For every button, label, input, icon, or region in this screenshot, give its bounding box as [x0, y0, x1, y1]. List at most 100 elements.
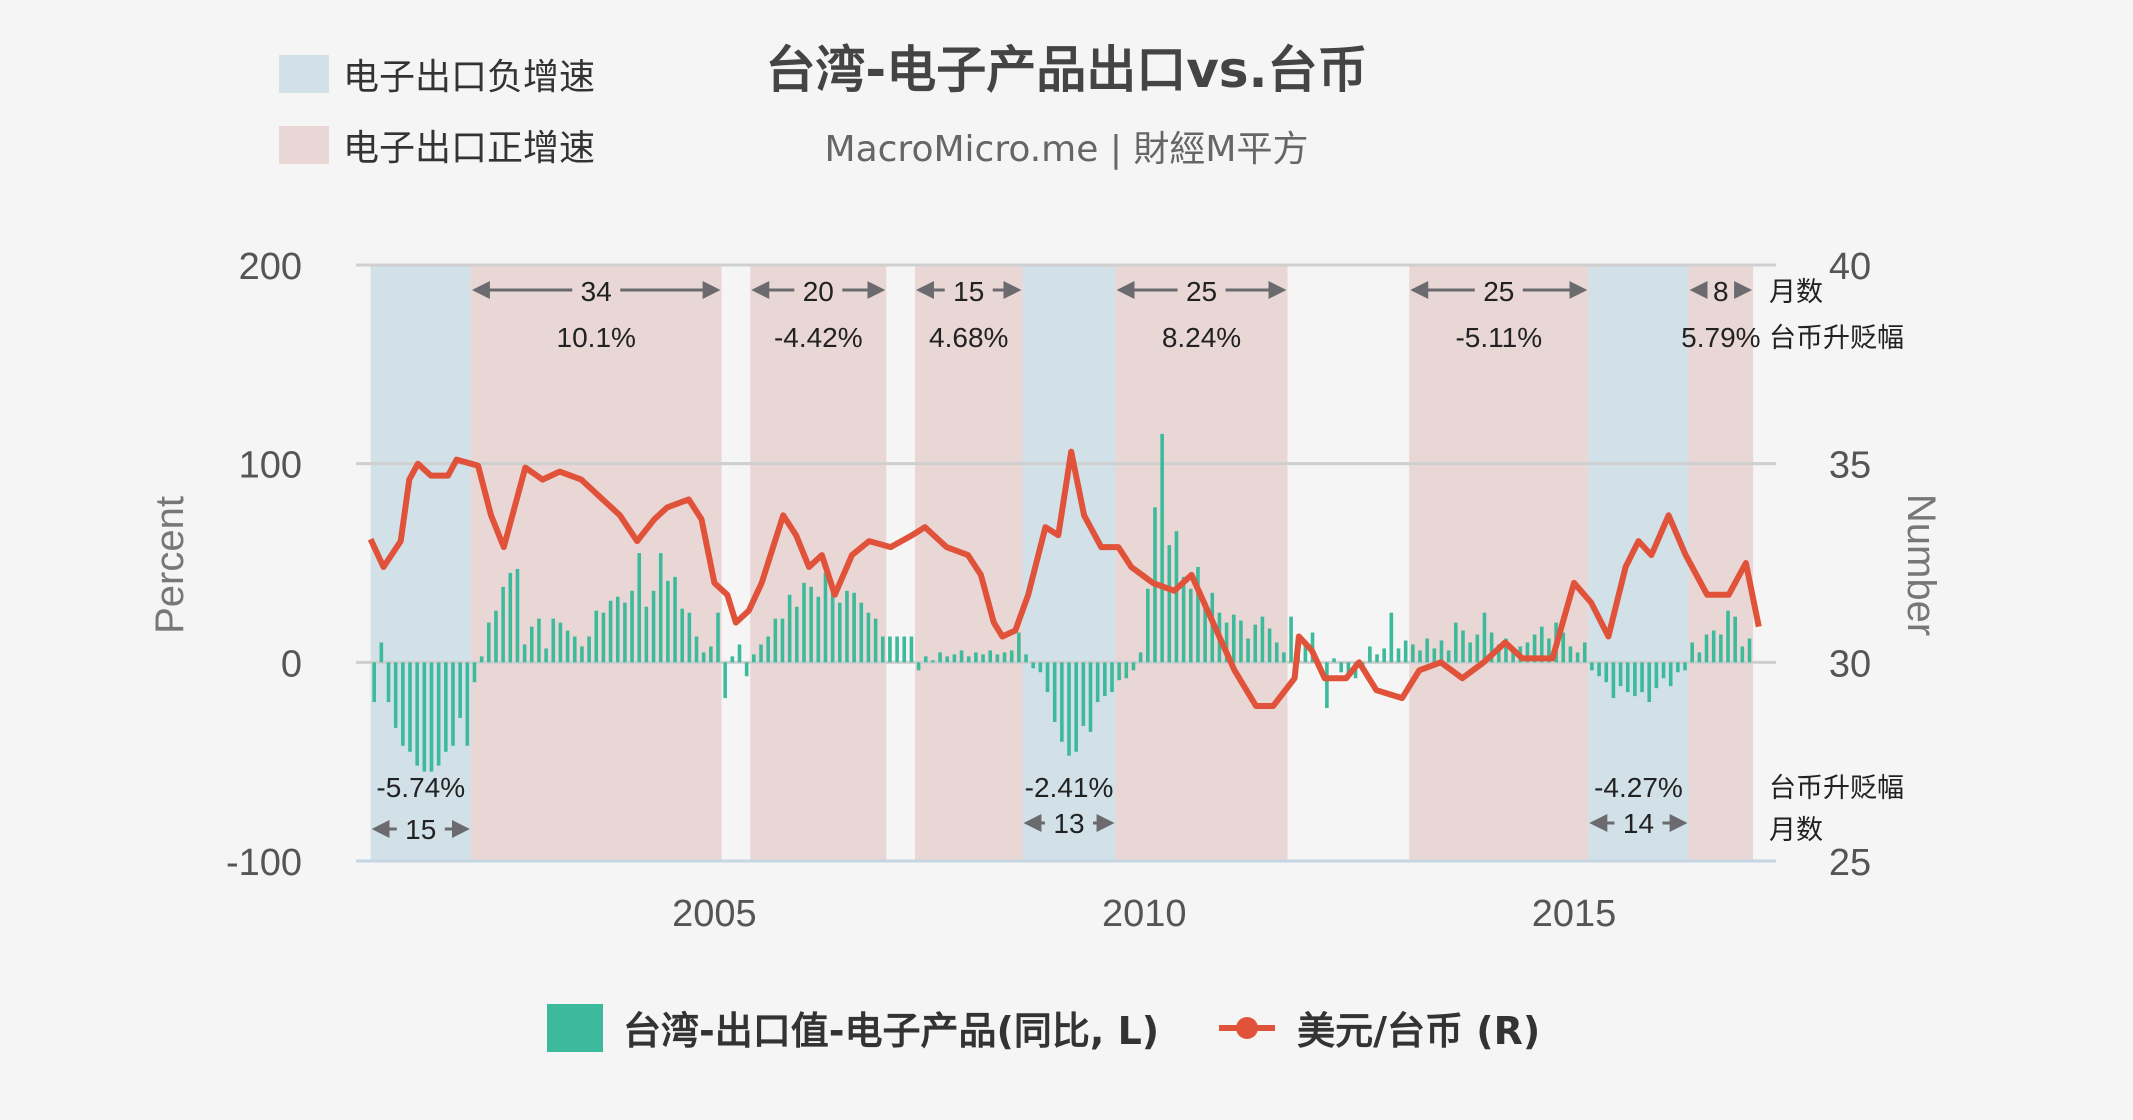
- bar: [709, 646, 713, 663]
- bar: [1697, 652, 1702, 663]
- bar: [766, 636, 770, 663]
- bar: [1110, 662, 1114, 693]
- bar: [644, 606, 649, 663]
- bar: [1611, 662, 1616, 699]
- bar: [1332, 658, 1336, 663]
- bar: [1160, 433, 1164, 663]
- bar: [458, 662, 462, 718]
- bar: [1454, 622, 1458, 663]
- bar: [1174, 531, 1179, 663]
- bar: [1138, 652, 1143, 663]
- bar: [845, 590, 849, 663]
- bar: [1683, 662, 1687, 671]
- bar: [1747, 638, 1752, 663]
- period-twd-change: 5.79%: [1681, 322, 1760, 353]
- bar: [1002, 652, 1007, 663]
- left-axis-title: Percent: [148, 496, 192, 634]
- bar: [1661, 662, 1666, 679]
- annotation-twd-change-label: 台币升贬幅: [1769, 773, 1904, 803]
- shaded-period-negative: [1588, 265, 1689, 861]
- bar: [1411, 644, 1415, 663]
- shaded-period-positive: [1688, 265, 1754, 861]
- bar: [1231, 614, 1236, 663]
- bar: [816, 596, 821, 663]
- bar: [966, 656, 971, 663]
- legend-label-positive: 电子出口正增速: [343, 128, 596, 169]
- bar: [630, 590, 634, 663]
- bar: [1711, 630, 1716, 663]
- bar: [1640, 662, 1644, 693]
- period-twd-change: 8.24%: [1162, 322, 1241, 353]
- bar: [529, 626, 534, 663]
- bar: [1561, 632, 1566, 663]
- legend-swatch-positive: [279, 126, 329, 164]
- bar: [1582, 642, 1587, 663]
- chart-subtitle: MacroMicro.me | 財經M平方: [824, 129, 1309, 170]
- bar: [1719, 634, 1723, 663]
- bar: [1482, 612, 1487, 663]
- period-twd-change: -4.27%: [1594, 772, 1683, 803]
- bar: [558, 622, 563, 663]
- bar: [1038, 662, 1043, 673]
- shaded-period-positive: [915, 265, 1023, 861]
- period-months: 13: [1053, 808, 1084, 839]
- bar: [637, 553, 642, 663]
- period-months: 15: [405, 814, 436, 845]
- right-tick-label: 35: [1829, 445, 1871, 487]
- bar: [859, 602, 864, 663]
- period-months: 20: [803, 276, 834, 307]
- bar: [945, 656, 950, 663]
- bar: [1432, 648, 1437, 663]
- bar: [1325, 662, 1329, 709]
- bar: [823, 572, 828, 663]
- bar: [1625, 662, 1630, 693]
- legend-line-label[interactable]: 美元/台币 (R): [1297, 1009, 1541, 1053]
- bar: [687, 612, 692, 663]
- bar: [952, 654, 957, 663]
- bar: [1647, 662, 1652, 703]
- bar: [451, 662, 455, 746]
- bar: [1389, 612, 1394, 663]
- bar: [974, 652, 978, 663]
- bar: [1382, 648, 1386, 663]
- bar: [436, 662, 441, 766]
- bar: [737, 644, 742, 663]
- legend-line-marker-icon[interactable]: [1219, 1004, 1276, 1052]
- bar: [938, 652, 942, 663]
- legend-bar-swatch[interactable]: [547, 1003, 603, 1052]
- legend-bar-label[interactable]: 台湾-出口值-电子产品(同比, L): [623, 1009, 1160, 1053]
- bar: [1704, 634, 1709, 663]
- shaded-period-positive: [1409, 265, 1589, 861]
- bar: [1239, 620, 1243, 663]
- bar: [1618, 662, 1623, 687]
- bar: [487, 622, 491, 663]
- right-tick-label: 25: [1829, 842, 1871, 884]
- bar: [572, 636, 577, 663]
- bar: [1475, 634, 1480, 663]
- bar: [1274, 642, 1279, 663]
- bar: [802, 582, 806, 663]
- bar: [1654, 662, 1659, 689]
- bar: [1009, 650, 1014, 663]
- bar: [515, 568, 520, 663]
- bar: [873, 618, 878, 663]
- period-twd-change: 10.1%: [557, 322, 636, 353]
- bar: [701, 652, 706, 663]
- bar: [752, 654, 756, 663]
- bar: [1461, 630, 1465, 663]
- bar: [565, 630, 570, 663]
- bar: [981, 654, 985, 663]
- shaded-period-positive: [1115, 265, 1288, 861]
- bar: [787, 594, 792, 663]
- bar: [895, 636, 899, 663]
- x-tick-label: 2010: [1102, 893, 1187, 935]
- legend-positive-growth: 电子出口正增速: [279, 119, 595, 171]
- shaded-period-positive: [470, 265, 722, 861]
- bar: [537, 618, 541, 663]
- bar: [959, 650, 964, 663]
- bar: [479, 656, 484, 663]
- bar: [379, 642, 384, 663]
- bar: [1368, 646, 1372, 663]
- bar: [472, 662, 477, 683]
- bar: [1031, 662, 1035, 669]
